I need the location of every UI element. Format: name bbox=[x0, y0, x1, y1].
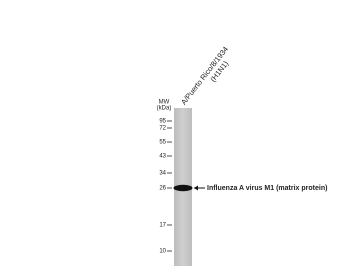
marker-label: 95 bbox=[159, 119, 166, 125]
marker-label: 55 bbox=[159, 140, 166, 146]
page: Influenza A virus M1 (matrix protein) MW… bbox=[0, 0, 362, 278]
marker-label: 10 bbox=[159, 249, 166, 255]
arrow-head bbox=[194, 186, 198, 191]
band-label: Influenza A virus M1 (matrix protein) bbox=[207, 185, 327, 192]
lane-label-line: A/Puerto Rico/8/1934 bbox=[179, 45, 230, 107]
marker-label: 72 bbox=[159, 126, 166, 132]
band bbox=[174, 185, 193, 191]
lane-label: A/Puerto Rico/8/1934 (H1N1) bbox=[179, 45, 237, 112]
mw-unit: (kDa) bbox=[157, 106, 172, 112]
marker-label: 43 bbox=[159, 154, 166, 160]
marker-label: 26 bbox=[159, 186, 166, 192]
western-blot: Influenza A virus M1 (matrix protein) MW… bbox=[0, 0, 362, 278]
marker-label: 34 bbox=[159, 171, 166, 177]
marker-label: 17 bbox=[159, 223, 166, 229]
